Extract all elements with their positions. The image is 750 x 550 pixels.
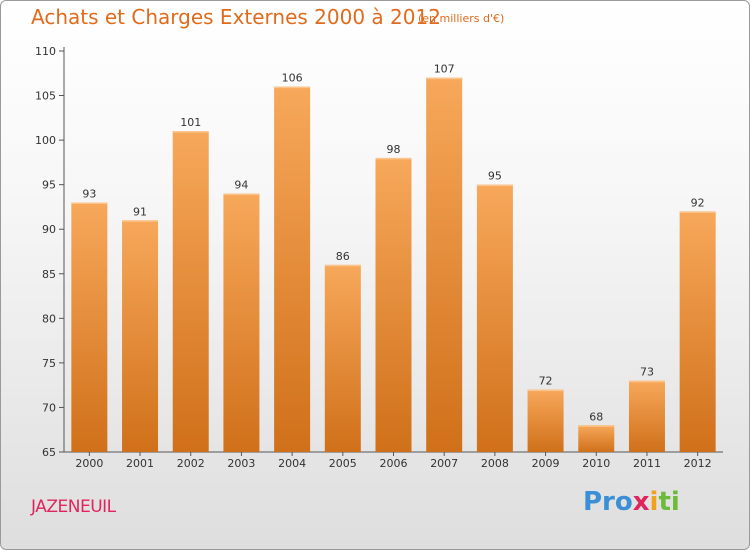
bar bbox=[527, 389, 564, 452]
bar-top-edge bbox=[71, 202, 108, 204]
y-tick-label: 70 bbox=[42, 401, 56, 414]
bar-top-edge bbox=[476, 184, 513, 187]
x-tick-label: 2011 bbox=[633, 457, 661, 470]
x-tick-label: 2005 bbox=[329, 457, 357, 470]
logo-part: i bbox=[649, 487, 659, 517]
proxiti-logo: Proxiti bbox=[583, 487, 680, 517]
x-tick-label: 2002 bbox=[177, 457, 205, 470]
bar bbox=[476, 184, 513, 452]
y-tick-label: 65 bbox=[42, 446, 56, 459]
data-label: 93 bbox=[82, 187, 96, 200]
x-tick-label: 2012 bbox=[684, 457, 712, 470]
y-tick-label: 75 bbox=[42, 357, 56, 370]
bar-top-edge bbox=[324, 264, 361, 267]
data-label: 73 bbox=[640, 366, 654, 379]
bar bbox=[679, 211, 716, 452]
bar-top-edge bbox=[679, 211, 716, 213]
bar bbox=[122, 220, 159, 452]
bar-top-edge bbox=[578, 425, 615, 427]
y-tick-label: 85 bbox=[42, 268, 56, 281]
bar-top-edge bbox=[122, 220, 159, 222]
logo-part: x bbox=[632, 487, 650, 517]
y-tick-label: 90 bbox=[42, 223, 56, 236]
data-label: 107 bbox=[434, 63, 455, 76]
bar bbox=[324, 264, 361, 452]
data-label: 92 bbox=[691, 196, 705, 209]
y-tick-label: 80 bbox=[42, 312, 56, 325]
logo-part: Pro bbox=[583, 487, 633, 517]
bar-top-edge bbox=[426, 77, 463, 80]
x-tick-label: 2001 bbox=[126, 457, 154, 470]
bar bbox=[578, 425, 615, 452]
bar bbox=[274, 86, 311, 453]
x-tick-label: 2000 bbox=[75, 457, 103, 470]
data-label: 72 bbox=[539, 375, 553, 388]
y-tick-label: 100 bbox=[35, 134, 56, 147]
bar bbox=[426, 77, 463, 452]
data-label: 106 bbox=[282, 72, 303, 85]
data-label: 86 bbox=[336, 250, 350, 263]
location-label: JAZENEUIL bbox=[31, 497, 116, 517]
logo-part: ti bbox=[658, 487, 680, 517]
bar bbox=[375, 157, 412, 452]
x-tick-label: 2009 bbox=[532, 457, 560, 470]
y-tick-label: 110 bbox=[35, 45, 56, 58]
x-tick-label: 2010 bbox=[582, 457, 610, 470]
x-tick-label: 2006 bbox=[380, 457, 408, 470]
data-label: 68 bbox=[589, 410, 603, 423]
bar-top-edge bbox=[527, 389, 564, 392]
y-tick-label: 95 bbox=[42, 179, 56, 192]
bar-top-edge bbox=[223, 193, 260, 196]
bar bbox=[223, 193, 260, 453]
x-tick-label: 2007 bbox=[430, 457, 458, 470]
chart-subtitle: (en milliers d'€) bbox=[418, 12, 505, 25]
bar bbox=[628, 380, 665, 452]
y-tick-label: 105 bbox=[35, 90, 56, 103]
bar-top-edge bbox=[628, 380, 665, 383]
bar-top-edge bbox=[172, 131, 209, 133]
data-label: 91 bbox=[133, 205, 147, 218]
bar bbox=[172, 131, 209, 452]
data-label: 95 bbox=[488, 170, 502, 183]
chart-title: Achats et Charges Externes 2000 à 2012 bbox=[31, 5, 441, 29]
x-tick-label: 2004 bbox=[278, 457, 306, 470]
data-label: 101 bbox=[180, 116, 201, 129]
data-label: 94 bbox=[234, 179, 248, 192]
bar-top-edge bbox=[375, 157, 412, 160]
bar-top-edge bbox=[274, 86, 311, 89]
x-tick-label: 2003 bbox=[227, 457, 255, 470]
bar bbox=[71, 202, 108, 452]
x-tick-label: 2008 bbox=[481, 457, 509, 470]
data-label: 98 bbox=[387, 143, 401, 156]
